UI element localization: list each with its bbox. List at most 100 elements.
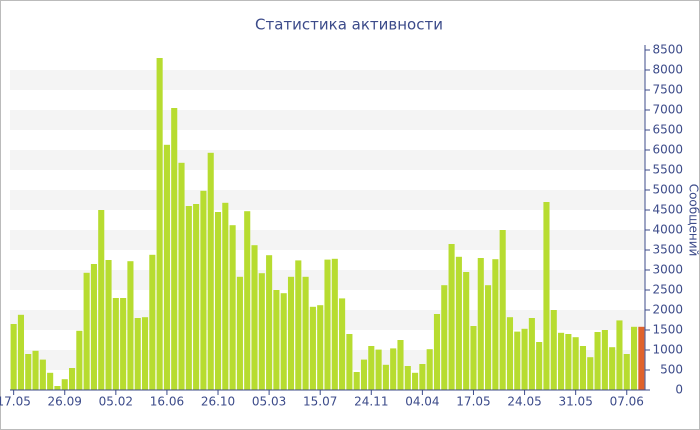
bar xyxy=(360,359,368,390)
y-tick-label: 7000 xyxy=(652,103,683,117)
bar xyxy=(229,225,236,390)
bar xyxy=(470,326,477,390)
bar xyxy=(258,273,265,390)
bar xyxy=(455,256,462,390)
bar xyxy=(302,276,309,390)
x-tick-label: 04.04 xyxy=(405,395,439,409)
bar xyxy=(244,211,251,390)
x-tick-label: 17.05 xyxy=(456,395,490,409)
bar xyxy=(222,202,229,390)
bar xyxy=(47,372,54,390)
bar xyxy=(309,306,316,390)
bar xyxy=(331,258,338,390)
y-tick-label: 3500 xyxy=(652,243,683,257)
grid-band xyxy=(10,190,645,210)
bar xyxy=(324,259,331,390)
x-tick-label: 16.06 xyxy=(150,395,184,409)
bar xyxy=(39,359,46,390)
y-tick-label: 1500 xyxy=(652,323,683,337)
bar xyxy=(404,366,411,390)
y-tick-label: 0 xyxy=(675,383,683,397)
bar xyxy=(98,210,105,390)
bar xyxy=(514,331,521,390)
bar xyxy=(141,317,149,390)
bar xyxy=(76,330,83,390)
bar xyxy=(185,206,192,390)
x-tick-label: 15.07 xyxy=(303,395,337,409)
bar xyxy=(601,330,608,390)
x-tick-label: 24.11 xyxy=(354,395,388,409)
bar xyxy=(171,108,178,390)
bar xyxy=(68,368,76,390)
bar xyxy=(441,285,448,390)
bar xyxy=(375,349,382,390)
bar xyxy=(382,364,389,390)
bar xyxy=(273,290,280,390)
bar xyxy=(112,298,119,390)
bar xyxy=(623,354,630,390)
bar xyxy=(631,326,638,390)
bar xyxy=(558,332,565,390)
bar xyxy=(594,332,601,390)
bar xyxy=(477,258,484,390)
bar xyxy=(10,324,17,390)
y-tick-label: 3000 xyxy=(652,263,683,277)
bar xyxy=(353,372,360,390)
bar xyxy=(587,357,594,390)
bar xyxy=(287,276,295,390)
bar xyxy=(419,364,426,390)
y-tick-label: 4000 xyxy=(652,223,683,237)
bar xyxy=(83,272,90,390)
grid-band xyxy=(10,70,645,90)
bar xyxy=(426,349,433,390)
y-tick-label: 500 xyxy=(660,363,683,377)
bar xyxy=(17,314,24,390)
bar xyxy=(156,58,163,390)
y-tick-label: 8500 xyxy=(652,43,683,57)
bar xyxy=(448,244,455,390)
bar xyxy=(280,293,287,390)
bar xyxy=(266,255,273,390)
bar xyxy=(499,230,506,390)
x-tick-label: 31.05 xyxy=(558,395,592,409)
bar xyxy=(521,328,528,390)
y-tick-label: 1000 xyxy=(652,343,683,357)
y-tick-label: 7500 xyxy=(652,83,683,97)
bar xyxy=(163,144,170,390)
bar xyxy=(214,212,222,390)
bar xyxy=(149,254,156,390)
bar xyxy=(90,264,97,390)
bar xyxy=(134,318,141,390)
bar xyxy=(616,320,623,390)
bar xyxy=(485,285,492,390)
bar xyxy=(178,162,185,390)
bar xyxy=(368,346,375,390)
bar xyxy=(572,337,579,390)
bar xyxy=(543,202,550,390)
bar xyxy=(32,350,39,390)
bar xyxy=(25,354,32,390)
bar xyxy=(528,318,535,390)
y-tick-label: 6000 xyxy=(652,143,683,157)
bar xyxy=(317,305,324,390)
grid-band xyxy=(10,150,645,170)
bar xyxy=(120,298,127,390)
bar xyxy=(492,259,499,390)
x-tick-label: 05.03 xyxy=(252,395,286,409)
y-tick-label: 5000 xyxy=(652,183,683,197)
bar xyxy=(433,314,441,390)
x-tick-label: 17.05 xyxy=(0,395,31,409)
bar xyxy=(251,245,258,390)
bar xyxy=(565,334,572,390)
grid-band xyxy=(10,110,645,130)
y-tick-label: 4500 xyxy=(652,203,683,217)
chart-title: Статистика активности xyxy=(255,16,443,34)
bar xyxy=(550,310,557,390)
grid-band xyxy=(10,230,645,250)
y-tick-label: 2500 xyxy=(652,283,683,297)
bar xyxy=(105,260,112,390)
y-axis-label: Сообщений xyxy=(687,184,700,257)
bar xyxy=(236,276,243,390)
bar xyxy=(609,347,616,390)
